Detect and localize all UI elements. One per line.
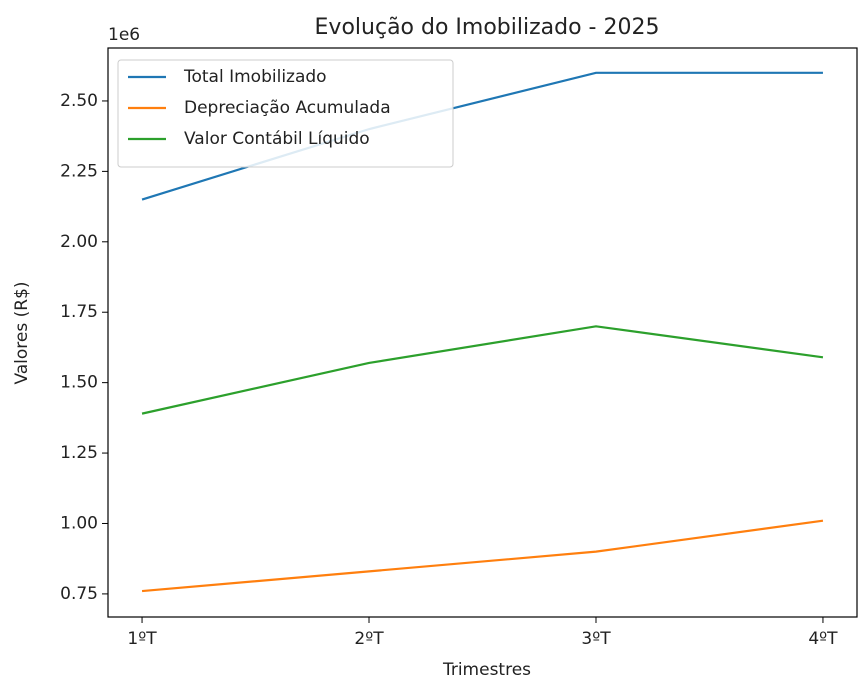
y-axis-label: Valores (R$): [12, 281, 32, 384]
x-tick-label: 2ºT: [354, 629, 384, 649]
y-tick-label: 1.00: [60, 513, 98, 533]
x-axis-label: Trimestres: [442, 660, 531, 680]
y-tick-label: 2.50: [60, 91, 98, 111]
x-tick-label: 3ºT: [581, 629, 611, 649]
chart-title: Evolução do Imobilizado - 2025: [315, 15, 660, 40]
series-line: [141, 519, 824, 593]
legend-label: Total Imobilizado: [183, 67, 327, 87]
legend-label: Valor Contábil Líquido: [184, 129, 370, 149]
legend-box: [117, 59, 454, 168]
y-offset-label: 1e6: [108, 25, 140, 45]
legend-label: Depreciação Acumulada: [184, 98, 391, 118]
y-tick-label: 1.50: [60, 373, 98, 393]
x-tick-label: 4ºT: [808, 629, 838, 649]
x-tick-label: 1ºT: [127, 629, 157, 649]
series-line: [141, 325, 824, 415]
plot-frame: [107, 47, 858, 618]
y-tick-label: 0.75: [60, 584, 98, 604]
y-tick-label: 1.25: [60, 443, 98, 463]
y-tick-label: 2.00: [60, 232, 98, 252]
y-tick-label: 1.75: [60, 302, 98, 322]
y-tick-label: 2.25: [60, 161, 98, 181]
